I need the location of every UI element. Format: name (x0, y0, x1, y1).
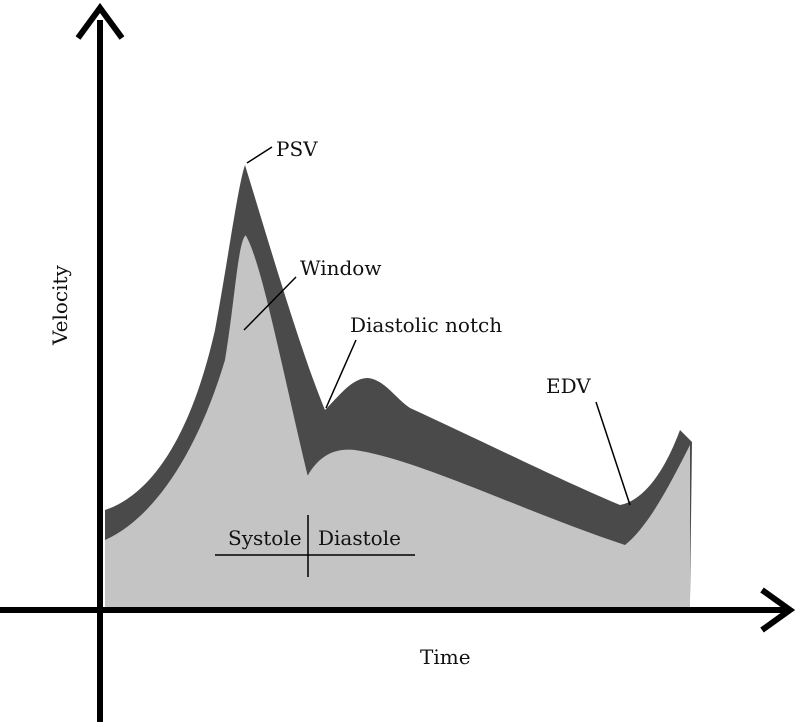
diastolic-notch-label: Diastolic notch (350, 313, 502, 337)
y-axis-label: Velocity (48, 264, 72, 346)
spectrum-fill (105, 235, 690, 610)
y-axis-arrow-icon (75, 2, 125, 40)
x-axis-label: Time (420, 645, 471, 669)
edv-leader (595, 401, 631, 506)
window-label: Window (300, 256, 381, 280)
window-leader (243, 276, 297, 331)
diastole-label: Diastole (318, 526, 401, 550)
psv-label: PSV (276, 137, 318, 161)
systole-label: Systole (228, 526, 302, 550)
psv-leader (246, 146, 273, 164)
systolic-window-edge (245, 234, 309, 476)
edv-label: EDV (546, 374, 591, 398)
x-axis-arrow-icon (760, 587, 796, 633)
notch-leader (325, 339, 357, 409)
